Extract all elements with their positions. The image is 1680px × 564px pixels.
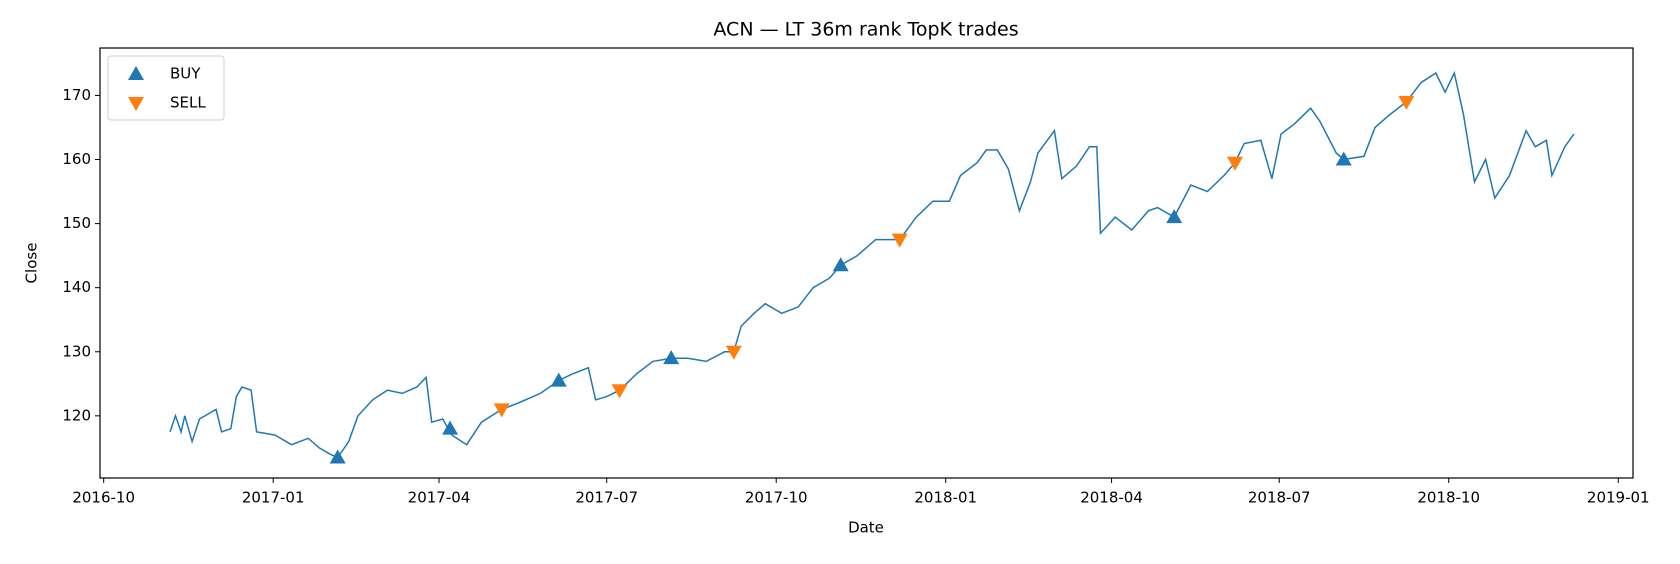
x-tick-label: 2018-07 [1248, 489, 1311, 507]
line-series [169, 70, 1575, 459]
trade-marker [611, 384, 628, 399]
trade-marker [1227, 156, 1244, 171]
trade-marker [832, 257, 849, 272]
plot-frame [99, 47, 1634, 479]
x-tick-label: 2017-04 [408, 489, 471, 507]
y-tick-label: 140 [62, 278, 91, 296]
x-tick-label: 2017-01 [242, 489, 305, 507]
trade-marker [329, 449, 346, 464]
trade-marker [725, 345, 742, 360]
x-tick-label: 2016-10 [72, 489, 135, 507]
chart-title: ACN — LT 36m rank TopK trades [713, 19, 1018, 41]
y-tick-label: 160 [62, 150, 91, 168]
x-tick-label: 2019-01 [1587, 489, 1650, 507]
y-tick-label: 170 [62, 86, 91, 104]
trade-marker [442, 420, 459, 435]
legend-label: BUY [170, 65, 201, 83]
legend-marker [128, 66, 144, 80]
x-axis-label: Date [848, 519, 884, 537]
x-tick-label: 2018-04 [1080, 489, 1143, 507]
trade-marker [1398, 95, 1415, 110]
trade-marker [550, 372, 567, 387]
y-tick-label: 130 [62, 342, 91, 360]
legend-label: SELL [170, 94, 206, 112]
trade-marker [493, 403, 510, 418]
trade-marker [891, 233, 908, 248]
y-tick-label: 150 [62, 214, 91, 232]
y-axis-label: Close [23, 243, 41, 284]
x-tick-label: 2018-10 [1417, 489, 1480, 507]
x-tick-label: 2017-07 [575, 489, 638, 507]
legend-marker [128, 97, 144, 111]
legend-box [107, 55, 225, 121]
trade-marker [1166, 209, 1183, 224]
x-tick-label: 2018-01 [914, 489, 977, 507]
trade-marker [1335, 151, 1352, 166]
x-tick-label: 2017-10 [745, 489, 808, 507]
y-tick-label: 120 [62, 406, 91, 424]
trade-marker [663, 350, 680, 365]
